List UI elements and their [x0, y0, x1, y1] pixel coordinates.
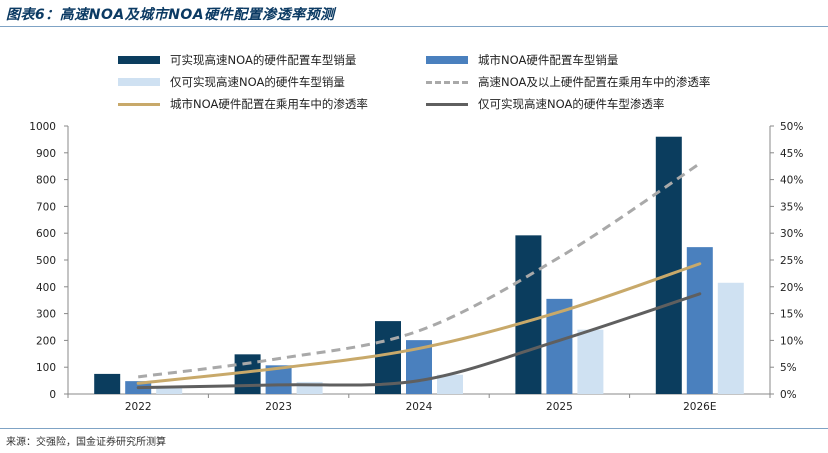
- y-left-tick-label: 500: [36, 255, 56, 267]
- line-series-3: [136, 292, 702, 390]
- line-series-2: [136, 262, 702, 385]
- legend-line-dark-gray: [426, 102, 468, 106]
- y-right-tick-label: 5%: [780, 362, 797, 374]
- footer-divider: [0, 428, 828, 429]
- legend-swatch-mid-blue: [426, 56, 468, 64]
- y-left-tick-label: 200: [36, 335, 56, 347]
- x-tick-label: 2026E: [683, 401, 716, 413]
- figure-title: 图表6：高速NOA及城市NOA硬件配置渗透率预测: [6, 7, 335, 23]
- legend-label: 城市NOA硬件配置在乘用车中的渗透率: [170, 97, 368, 111]
- legend-line-gold: [118, 102, 160, 106]
- y-right-tick-label: 35%: [780, 201, 803, 213]
- x-tick-label: 2023: [265, 401, 292, 413]
- legend-label: 仅可实现高速NOA的硬件车型销量: [170, 75, 345, 89]
- y-left-tick-label: 0: [49, 389, 56, 401]
- y-left-tick-label: 600: [36, 228, 56, 240]
- x-tick-label: 2025: [546, 401, 573, 413]
- legend-item-high-speed-capable-sales: 可实现高速NOA的硬件配置车型销量: [118, 52, 356, 68]
- y-left-tick-label: 800: [36, 175, 56, 187]
- y-right-tick-label: 25%: [780, 255, 803, 267]
- y-right-tick-label: 0%: [780, 389, 797, 401]
- bar-1-2022: [94, 373, 121, 394]
- x-tick-label: 2024: [406, 401, 433, 413]
- y-left-tick-label: 900: [36, 148, 56, 160]
- y-right-tick-label: 40%: [780, 175, 803, 187]
- y-left-tick-label: 300: [36, 309, 56, 321]
- legend-item-city-rate: 城市NOA硬件配置在乘用车中的渗透率: [118, 96, 368, 112]
- x-tick-label: 2022: [125, 401, 152, 413]
- bar-1-2025: [515, 235, 542, 394]
- bar-1-2026E: [655, 136, 682, 394]
- y-left-tick-label: 100: [36, 362, 56, 374]
- y-left-tick-label: 700: [36, 201, 56, 213]
- title-divider: [0, 26, 828, 27]
- legend-label: 可实现高速NOA的硬件配置车型销量: [170, 53, 357, 67]
- legend-line-dashed-gray: [426, 80, 468, 84]
- y-right-tick-label: 30%: [780, 228, 803, 240]
- y-right-tick-label: 10%: [780, 335, 803, 347]
- bar-3-2022: [156, 385, 183, 394]
- bar-2-2026E: [686, 247, 713, 394]
- bar-3-2024: [437, 374, 463, 394]
- source-note: 来源：交强险，国金证券研究所测算: [6, 437, 166, 448]
- legend-item-high-speed-only-sales: 仅可实现高速NOA的硬件车型销量: [118, 74, 345, 90]
- y-left-tick-label: 1000: [29, 121, 56, 133]
- bar-3-2026E: [717, 282, 744, 394]
- line-series-1: [138, 162, 701, 379]
- y-left-tick-label: 400: [36, 282, 56, 294]
- y-right-tick-label: 15%: [780, 309, 803, 321]
- legend-label: 高速NOA及以上硬件配置在乘用车中的渗透率: [478, 75, 711, 89]
- y-right-tick-label: 45%: [780, 148, 803, 160]
- y-right-tick-label: 20%: [780, 282, 803, 294]
- legend-item-city-sales: 城市NOA硬件配置车型销量: [426, 52, 618, 68]
- legend-label: 仅可实现高速NOA的硬件车型渗透率: [478, 97, 665, 111]
- legend-item-high-speed-only-rate: 仅可实现高速NOA的硬件车型渗透率: [426, 96, 664, 112]
- y-right-tick-label: 50%: [780, 121, 803, 133]
- legend-label: 城市NOA硬件配置车型销量: [478, 53, 619, 67]
- legend-swatch-dark-blue: [118, 56, 160, 64]
- legend-item-high-speed-rate: 高速NOA及以上硬件配置在乘用车中的渗透率: [426, 74, 710, 90]
- legend-swatch-light-blue: [118, 78, 160, 86]
- bar-3-2025: [577, 329, 604, 394]
